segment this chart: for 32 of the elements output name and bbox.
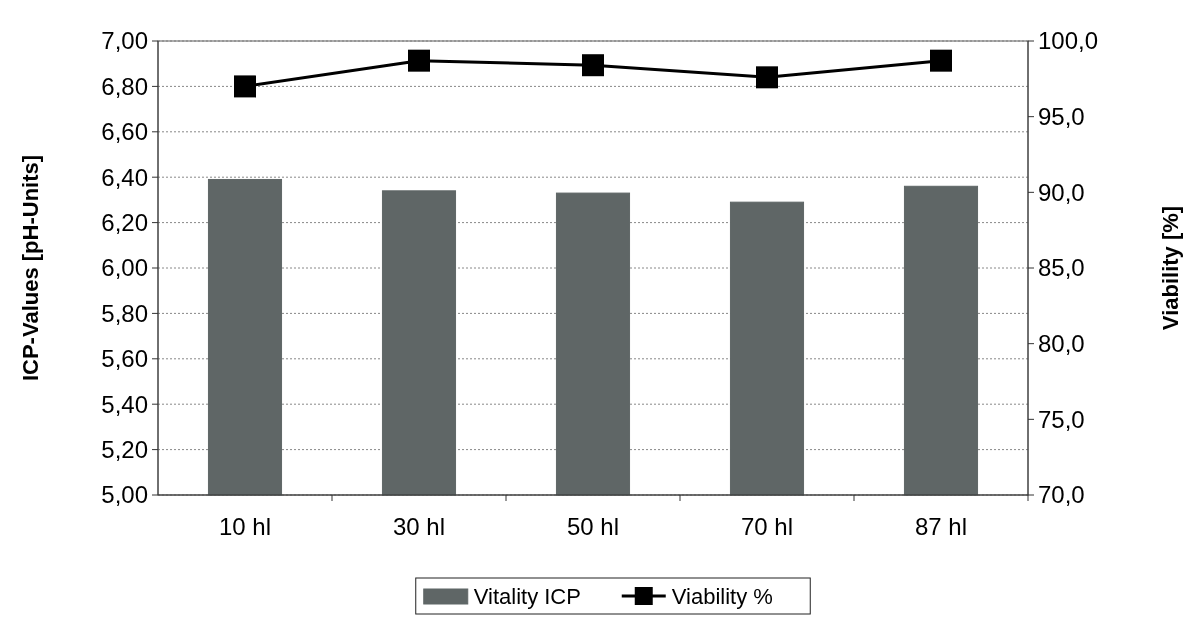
y-tick-label: 7,00 [101,27,148,55]
y2-tick-label: 70,0 [1038,481,1085,509]
x-tick-label: 50 hl [566,513,620,540]
y-tick-label: 6,40 [101,163,148,191]
y2-tick-label: 95,0 [1038,103,1085,131]
y-tick-label: 6,20 [101,209,148,236]
y-axis-title: ICP-Values [pH-Units] [18,154,43,382]
point [582,54,604,77]
y-tick-label: 5,00 [101,481,148,509]
x-tick-label: 30 hl [392,513,446,540]
x-tick-label: 87 hl [914,513,968,540]
y2-axis-title: Viability [%] [1158,205,1183,331]
y-tick-label: 6,00 [101,254,148,282]
y2-tick-label: 100,0 [1038,27,1099,55]
point [756,66,778,89]
legend-label: Viability % [671,583,773,609]
x-tick-label: 10 hl [218,513,272,540]
y-tick-label: 5,80 [101,299,148,327]
y-tick-label: 5,20 [101,436,148,463]
point [408,49,430,72]
y-tick-label: 5,60 [101,345,148,373]
x-tick-label: 70 hl [740,513,794,540]
y-tick-label: 6,80 [101,72,148,100]
legend-label: Vitality ICP [473,583,581,609]
y2-tick-label: 90,0 [1038,178,1085,206]
y2-tick-label: 85,0 [1038,254,1085,282]
y-tick-label: 5,40 [101,390,148,418]
y2-tick-label: 75,0 [1038,405,1085,433]
point [930,49,952,72]
y-tick-label: 6,60 [101,118,148,146]
y2-tick-label: 80,0 [1038,330,1085,358]
point [234,75,256,98]
